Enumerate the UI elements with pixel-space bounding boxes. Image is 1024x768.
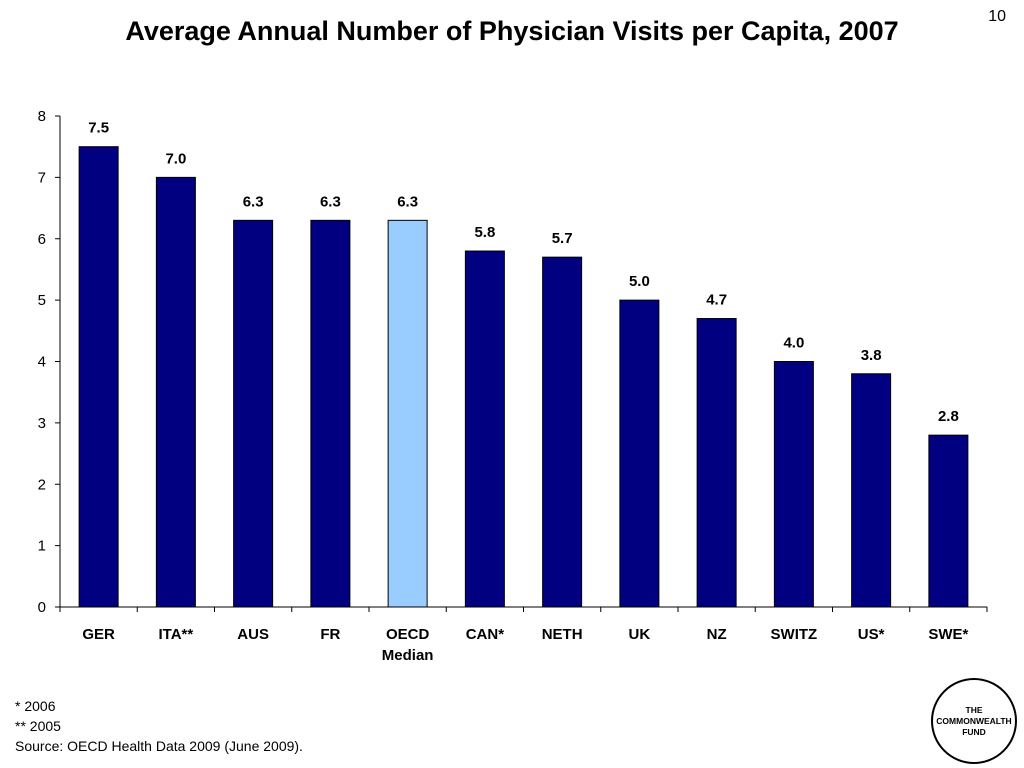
bar	[155, 176, 196, 608]
category-label: GER	[82, 626, 115, 643]
y-tick-label: 4	[38, 354, 46, 371]
footnote-2006: * 2006	[15, 698, 56, 714]
data-label: 6.3	[243, 193, 264, 210]
bar	[928, 434, 969, 608]
category-label: UK	[629, 626, 651, 643]
y-tick-label: 0	[38, 599, 46, 616]
bar	[542, 256, 583, 608]
category-label: US*	[858, 626, 885, 643]
y-tick-label: 2	[38, 476, 46, 493]
source-note: Source: OECD Health Data 2009 (June 2009…	[15, 738, 303, 754]
category-label: SWITZ	[771, 626, 818, 643]
category-label: ITA**	[159, 626, 194, 643]
category-label: AUS	[237, 626, 269, 643]
bar	[773, 361, 814, 608]
data-label: 7.5	[88, 120, 109, 137]
data-label: 7.0	[165, 150, 186, 167]
data-label: 5.8	[474, 224, 495, 241]
data-label: 2.8	[938, 408, 959, 425]
chart-title: Average Annual Number of Physician Visit…	[125, 16, 899, 46]
category-label: FR	[320, 626, 340, 643]
category-label: NZ	[707, 626, 727, 643]
commonwealth-fund-logo: THE COMMONWEALTH FUND	[931, 678, 1017, 764]
y-tick-label: 5	[38, 292, 46, 309]
bar	[387, 219, 428, 608]
category-label: NETH	[542, 626, 583, 643]
category-label: SWE*	[928, 626, 968, 643]
category-label: CAN*	[466, 626, 504, 643]
y-tick-label: 7	[38, 169, 46, 186]
bar	[851, 373, 892, 608]
data-label: 6.3	[320, 193, 341, 210]
data-label: 3.8	[861, 347, 882, 364]
bar	[78, 146, 119, 608]
bar	[619, 299, 660, 608]
category-label: OECD	[386, 626, 430, 643]
bar	[233, 219, 274, 608]
bar	[696, 318, 737, 608]
data-label: 4.0	[783, 335, 804, 352]
slide-number: 10	[988, 8, 1006, 25]
footnotes: * 2006 ** 2005 Source: OECD Health Data …	[15, 696, 303, 756]
y-tick-label: 8	[38, 108, 46, 125]
y-tick-label: 6	[38, 231, 46, 248]
footnote-2005: ** 2005	[15, 718, 61, 734]
logo-line-3: FUND	[962, 726, 986, 737]
bar	[310, 219, 351, 608]
logo-line-2: COMMONWEALTH	[936, 715, 1012, 726]
data-label: 5.7	[552, 230, 573, 247]
data-label: 5.0	[629, 273, 650, 290]
y-tick-label: 3	[38, 415, 46, 432]
y-tick-label: 1	[38, 538, 46, 555]
category-label: Median	[382, 647, 434, 664]
data-label: 6.3	[397, 193, 418, 210]
logo-line-1: THE	[965, 704, 983, 715]
data-label: 4.7	[706, 292, 727, 309]
bar	[464, 250, 505, 608]
